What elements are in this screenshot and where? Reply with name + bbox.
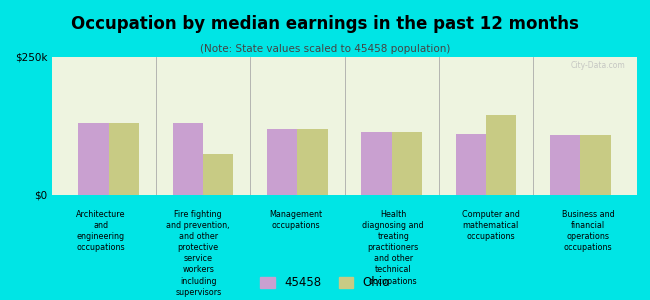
Text: (Note: State values scaled to 45458 population): (Note: State values scaled to 45458 popu… — [200, 44, 450, 53]
Bar — [267, 129, 297, 195]
Text: Health
diagnosing and
treating
practitioners
and other
technical
occupations: Health diagnosing and treating practitio… — [363, 210, 424, 286]
Bar — [550, 135, 580, 195]
Bar — [79, 123, 109, 195]
Text: City-Data.com: City-Data.com — [571, 61, 625, 70]
Legend: 45458, Ohio: 45458, Ohio — [255, 272, 395, 294]
Text: Computer and
mathematical
occupations: Computer and mathematical occupations — [462, 210, 520, 241]
Bar — [203, 154, 233, 195]
Text: Management
occupations: Management occupations — [269, 210, 322, 230]
Text: Architecture
and
engineering
occupations: Architecture and engineering occupations — [76, 210, 125, 252]
Bar — [173, 123, 203, 195]
Bar — [486, 115, 516, 195]
Bar — [456, 134, 486, 195]
Bar — [361, 131, 392, 195]
Text: Fire fighting
and prevention,
and other
protective
service
workers
including
sup: Fire fighting and prevention, and other … — [166, 210, 230, 297]
Text: Business and
financial
operations
occupations: Business and financial operations occupa… — [562, 210, 615, 252]
Bar — [580, 135, 610, 195]
Bar — [297, 129, 328, 195]
Text: Occupation by median earnings in the past 12 months: Occupation by median earnings in the pas… — [71, 15, 579, 33]
Bar — [392, 131, 422, 195]
Bar — [109, 123, 139, 195]
